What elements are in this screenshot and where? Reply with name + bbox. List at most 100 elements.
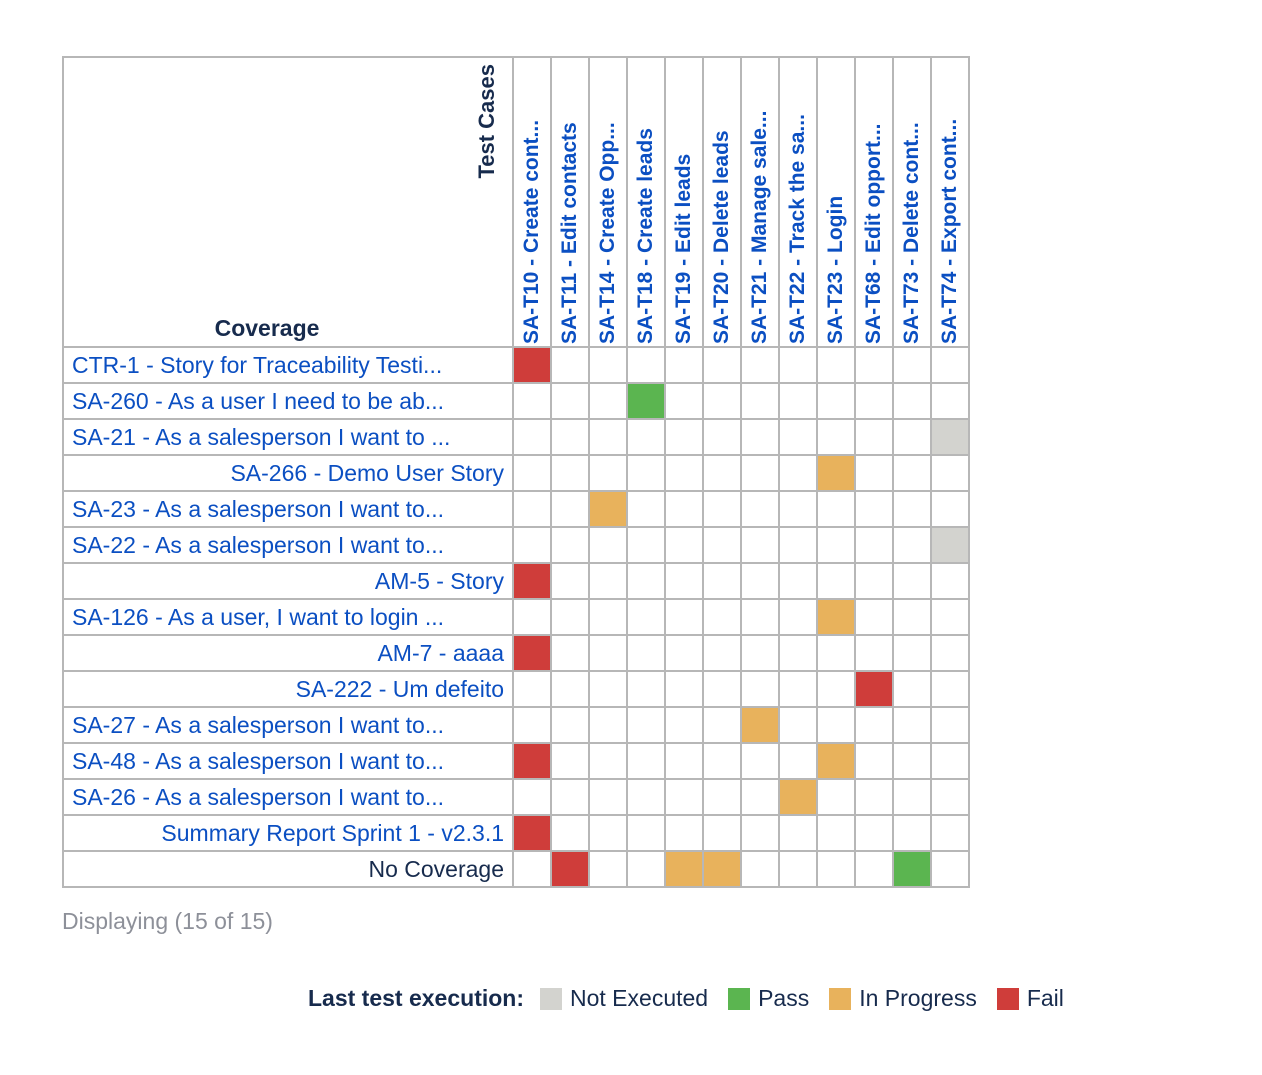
coverage-row-header: SA-48 - As a salesperson I want to... <box>62 742 514 780</box>
coverage-link[interactable]: SA-26 - As a salesperson I want to... <box>72 784 445 810</box>
empty-cell <box>892 670 932 708</box>
empty-cell <box>816 814 856 852</box>
empty-cell <box>702 562 742 600</box>
empty-cell <box>664 778 704 816</box>
coverage-link[interactable]: SA-23 - As a salesperson I want to... <box>72 496 445 522</box>
result-cell-prog[interactable] <box>588 490 628 528</box>
matrix-row: SA-22 - As a salesperson I want to... <box>62 526 970 564</box>
empty-cell <box>664 526 704 564</box>
empty-cell <box>778 526 818 564</box>
result-cell-fail[interactable] <box>512 562 552 600</box>
result-cell-fail[interactable] <box>512 742 552 780</box>
empty-cell <box>854 598 894 636</box>
empty-cell <box>778 346 818 384</box>
empty-cell <box>664 814 704 852</box>
empty-cell <box>930 850 970 888</box>
coverage-axis-label: Coverage <box>214 315 320 341</box>
result-cell-pass[interactable] <box>892 850 932 888</box>
empty-cell <box>588 598 628 636</box>
matrix-row: SA-27 - As a salesperson I want to... <box>62 706 970 744</box>
coverage-link[interactable]: AM-5 - Story <box>374 568 504 594</box>
legend-label: Not Executed <box>570 985 709 1011</box>
empty-cell <box>778 850 818 888</box>
coverage-link[interactable]: SA-266 - Demo User Story <box>230 460 504 486</box>
empty-cell <box>930 814 970 852</box>
empty-cell <box>664 634 704 672</box>
empty-cell <box>854 346 894 384</box>
test-case-link[interactable]: SA-T19 - Edit leads <box>672 153 695 344</box>
empty-cell <box>854 562 894 600</box>
result-cell-fail[interactable] <box>550 850 590 888</box>
coverage-link[interactable]: SA-126 - As a user, I want to login ... <box>72 604 445 630</box>
test-case-link[interactable]: SA-T14 - Create Opp... <box>596 122 619 344</box>
test-case-link[interactable]: SA-T22 - Track the sa... <box>786 114 809 344</box>
matrix-row: SA-48 - As a salesperson I want to... <box>62 742 970 780</box>
empty-cell <box>512 526 552 564</box>
empty-cell <box>892 490 932 528</box>
coverage-link[interactable]: SA-27 - As a salesperson I want to... <box>72 712 445 738</box>
empty-cell <box>930 346 970 384</box>
test-case-link[interactable]: SA-T73 - Delete cont... <box>900 122 923 344</box>
coverage-link[interactable]: SA-21 - As a salesperson I want to ... <box>72 424 451 450</box>
empty-cell <box>512 382 552 420</box>
empty-cell <box>740 670 780 708</box>
coverage-link[interactable]: SA-222 - Um defeito <box>295 676 504 702</box>
result-cell-prog[interactable] <box>702 850 742 888</box>
coverage-link[interactable]: SA-22 - As a salesperson I want to... <box>72 532 445 558</box>
empty-cell <box>702 346 742 384</box>
coverage-link[interactable]: SA-260 - As a user I need to be ab... <box>72 388 445 414</box>
empty-cell <box>740 742 780 780</box>
result-cell-none[interactable] <box>930 526 970 564</box>
column-header: SA-T73 - Delete cont... <box>892 56 932 348</box>
result-cell-none[interactable] <box>930 418 970 456</box>
empty-cell <box>550 670 590 708</box>
result-cell-prog[interactable] <box>778 778 818 816</box>
legend-item-pass: Pass <box>728 985 809 1012</box>
empty-cell <box>626 850 666 888</box>
result-cell-fail[interactable] <box>854 670 894 708</box>
result-cell-prog[interactable] <box>816 454 856 492</box>
empty-cell <box>588 562 628 600</box>
result-cell-prog[interactable] <box>816 742 856 780</box>
result-cell-fail[interactable] <box>512 634 552 672</box>
empty-cell <box>778 742 818 780</box>
coverage-link[interactable]: CTR-1 - Story for Traceability Testi... <box>72 352 443 378</box>
test-case-link[interactable]: SA-T23 - Login <box>824 195 847 344</box>
matrix-row: No Coverage <box>62 850 970 888</box>
empty-cell <box>702 598 742 636</box>
empty-cell <box>550 562 590 600</box>
test-case-link[interactable]: SA-T21 - Manage sale... <box>748 110 771 344</box>
test-case-link[interactable]: SA-T18 - Create leads <box>634 128 657 344</box>
test-case-link[interactable]: SA-T74 - Export cont... <box>938 118 961 344</box>
matrix-row: SA-222 - Um defeito <box>62 670 970 708</box>
empty-cell <box>930 742 970 780</box>
result-cell-prog[interactable] <box>664 850 704 888</box>
result-cell-pass[interactable] <box>626 382 666 420</box>
test-case-link[interactable]: SA-T11 - Edit contacts <box>558 122 581 344</box>
empty-cell <box>892 418 932 456</box>
coverage-row-header: SA-260 - As a user I need to be ab... <box>62 382 514 420</box>
empty-cell <box>930 634 970 672</box>
result-cell-fail[interactable] <box>512 814 552 852</box>
empty-cell <box>892 742 932 780</box>
empty-cell <box>778 814 818 852</box>
result-cell-fail[interactable] <box>512 346 552 384</box>
empty-cell <box>626 814 666 852</box>
result-cell-prog[interactable] <box>816 598 856 636</box>
empty-cell <box>816 778 856 816</box>
empty-cell <box>626 346 666 384</box>
test-case-link[interactable]: SA-T68 - Edit opport... <box>862 123 885 345</box>
empty-cell <box>778 454 818 492</box>
coverage-link[interactable]: Summary Report Sprint 1 - v2.3.1 <box>161 820 504 846</box>
empty-cell <box>740 634 780 672</box>
coverage-link[interactable]: SA-48 - As a salesperson I want to... <box>72 748 445 774</box>
test-case-link[interactable]: SA-T10 - Create cont... <box>520 119 543 344</box>
result-cell-prog[interactable] <box>740 706 780 744</box>
empty-cell <box>892 634 932 672</box>
empty-cell <box>778 382 818 420</box>
column-header: SA-T68 - Edit opport... <box>854 56 894 348</box>
coverage-link[interactable]: AM-7 - aaaa <box>377 640 504 666</box>
empty-cell <box>550 346 590 384</box>
test-case-link[interactable]: SA-T20 - Delete leads <box>710 130 733 344</box>
legend-swatch-not-executed <box>540 987 562 1010</box>
